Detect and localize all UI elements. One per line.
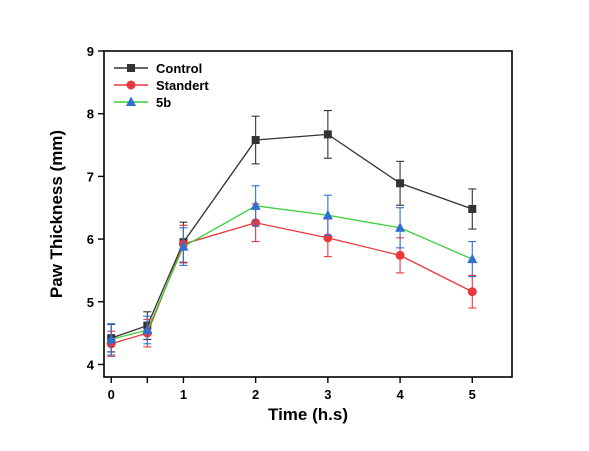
x-tick-label: 5 — [469, 387, 476, 402]
x-tick-label: 0 — [108, 387, 115, 402]
data-point — [323, 130, 332, 139]
y-tick-label: 6 — [87, 232, 94, 247]
data-point — [467, 253, 478, 264]
legend-marker — [126, 80, 136, 90]
data-point — [250, 200, 261, 210]
data-point — [251, 136, 260, 145]
plot-area: 0 1 2 3 4 5 4 5 6 7 8 9 — [87, 44, 513, 402]
series-3 — [106, 185, 478, 356]
y-tick-label: 9 — [87, 44, 94, 59]
x-axis-title: Time (h.s) — [268, 405, 348, 424]
series-line — [111, 205, 473, 341]
x-tick-label: 1 — [180, 387, 187, 402]
data-point — [468, 204, 477, 213]
data-point — [178, 241, 189, 251]
y-tick-label: 7 — [87, 169, 94, 184]
legend-label: Control — [156, 61, 202, 76]
x-tick-label: 2 — [252, 387, 259, 402]
data-point — [396, 179, 405, 188]
legend-marker — [127, 64, 135, 72]
x-tick-label: 3 — [324, 387, 331, 402]
y-axis-title: Paw Thickness (mm) — [47, 130, 66, 298]
y-tick-label: 4 — [87, 357, 95, 372]
data-point — [467, 287, 477, 297]
data-point — [395, 250, 405, 260]
data-point — [142, 324, 153, 334]
legend-label: 5b — [156, 95, 171, 110]
y-tick-label: 5 — [87, 295, 94, 310]
data-point — [322, 209, 333, 220]
series-1 — [107, 110, 477, 353]
series-2 — [106, 203, 477, 357]
legend: Control Standert 5b — [114, 61, 209, 110]
data-point — [106, 333, 117, 344]
axes-frame — [103, 50, 513, 378]
y-tick-label: 8 — [87, 107, 94, 122]
data-point — [395, 222, 406, 232]
legend-marker — [126, 96, 136, 106]
x-tick-label: 4 — [396, 387, 404, 402]
legend-label: Standert — [156, 78, 209, 93]
